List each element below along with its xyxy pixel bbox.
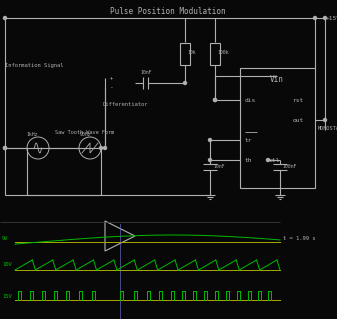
Circle shape <box>99 146 102 150</box>
Text: 100nF: 100nF <box>282 165 296 169</box>
Circle shape <box>324 17 327 19</box>
Circle shape <box>3 146 6 150</box>
Bar <box>180 43 190 65</box>
Text: 15V: 15V <box>2 293 12 299</box>
Text: dis: dis <box>245 98 256 102</box>
Text: rst: rst <box>293 98 304 102</box>
Text: 10nF: 10nF <box>140 70 152 76</box>
Text: Differentiator: Differentiator <box>102 102 148 108</box>
Circle shape <box>184 81 186 85</box>
Text: Saw Tooth Wave Form: Saw Tooth Wave Form <box>55 130 114 136</box>
Circle shape <box>214 99 216 101</box>
Text: +15V: +15V <box>326 16 337 20</box>
Circle shape <box>313 17 316 19</box>
Text: th: th <box>245 158 252 162</box>
Circle shape <box>324 118 327 122</box>
Text: ctl: ctl <box>268 158 279 162</box>
Text: 10k: 10k <box>187 49 195 55</box>
Text: Information Signal: Information Signal <box>5 63 63 68</box>
Text: +: + <box>110 76 113 80</box>
Text: 100k: 100k <box>217 49 228 55</box>
Circle shape <box>103 146 106 150</box>
Circle shape <box>3 146 6 150</box>
Text: t = 1.99 s: t = 1.99 s <box>283 235 315 241</box>
Text: tr: tr <box>245 137 252 143</box>
Circle shape <box>3 17 6 19</box>
Circle shape <box>267 159 270 161</box>
Text: 10nF: 10nF <box>213 165 224 169</box>
Text: -: - <box>110 85 114 91</box>
Circle shape <box>214 99 216 101</box>
Bar <box>210 43 220 65</box>
Text: out: out <box>293 117 304 122</box>
Text: 90Hz: 90Hz <box>80 132 92 137</box>
Circle shape <box>209 159 212 161</box>
Text: Vin: Vin <box>270 76 284 85</box>
Text: 1kHz: 1kHz <box>26 132 37 137</box>
Text: MONOSTABLE: MONOSTABLE <box>318 125 337 130</box>
Circle shape <box>209 138 212 142</box>
Text: Pulse Position Modulation: Pulse Position Modulation <box>110 7 226 16</box>
Text: 10V: 10V <box>2 263 12 268</box>
Text: 9V: 9V <box>2 235 8 241</box>
Bar <box>240 68 315 188</box>
